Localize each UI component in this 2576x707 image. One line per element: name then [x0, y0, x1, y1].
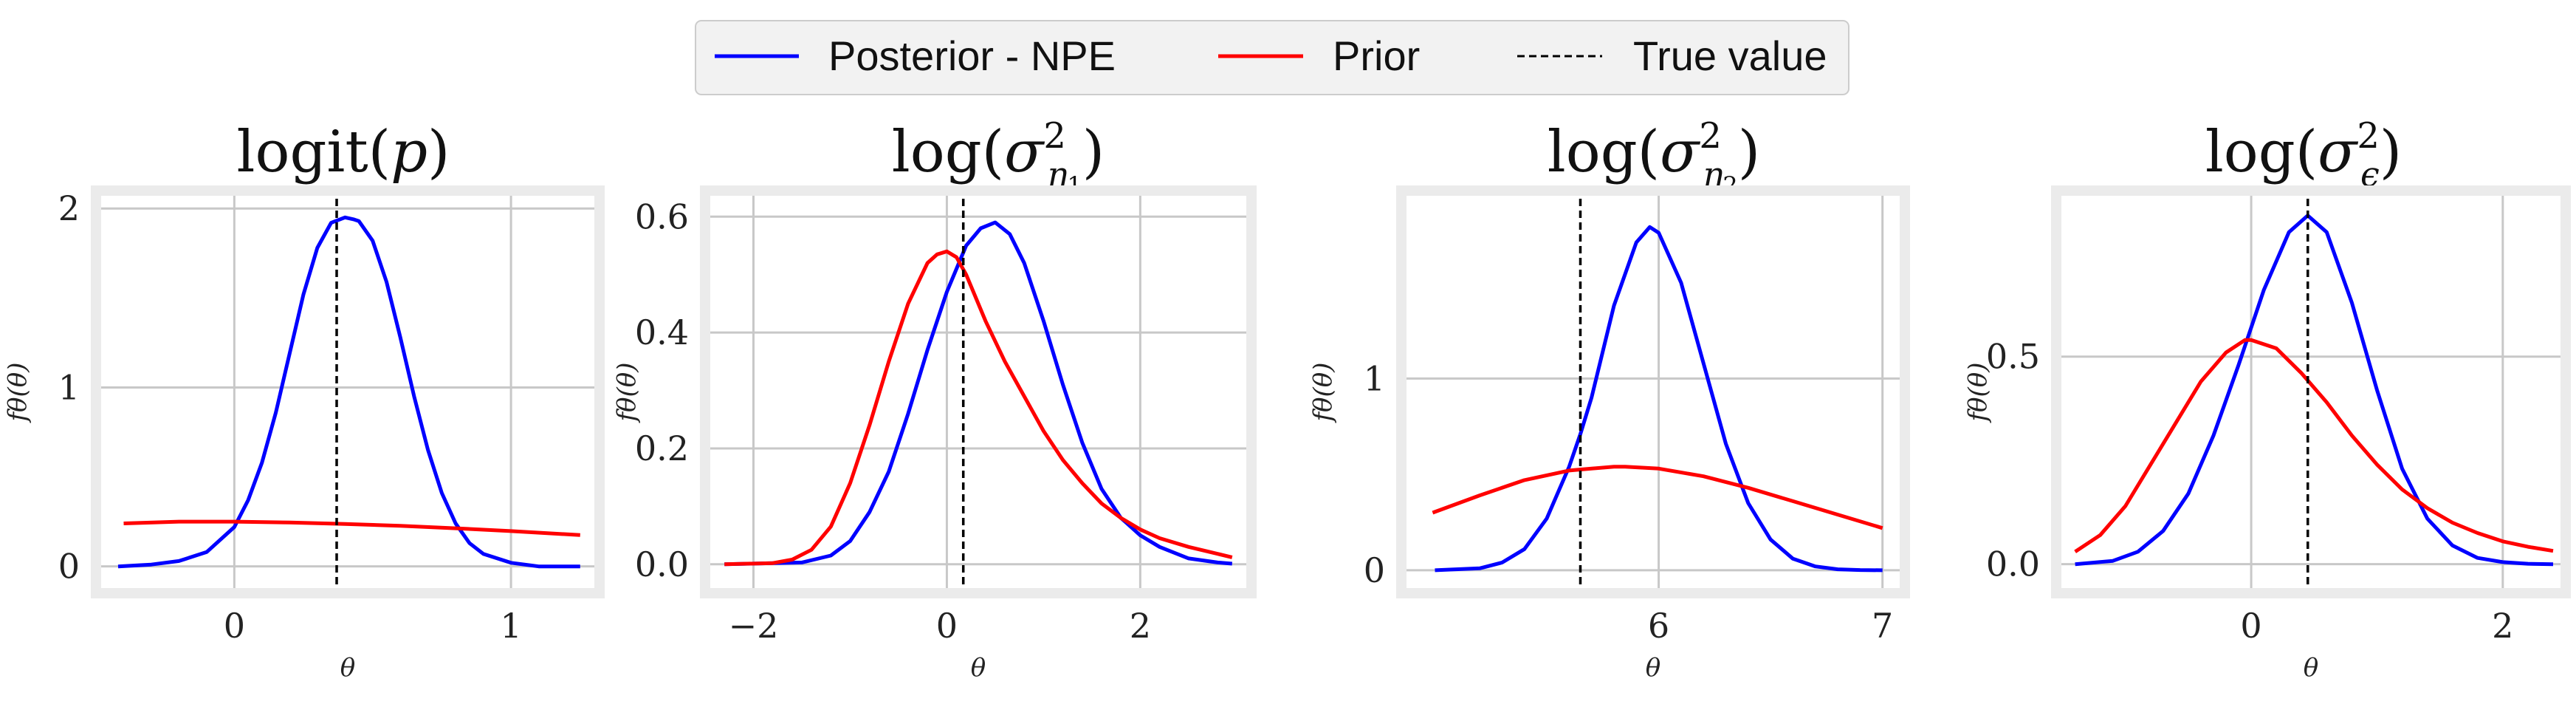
x-tick-label: 2: [1130, 606, 1151, 646]
series-line-posterior: [1435, 225, 1883, 573]
legend: Posterior - NPE Prior True value: [695, 20, 1849, 95]
panel-title: log(σ2 ϵ): [2205, 115, 2402, 194]
series-line-posterior: [724, 220, 1233, 567]
legend-label-true-value: True value: [1633, 33, 1827, 79]
y-axis-label: fθ(θ): [1308, 362, 1338, 423]
x-axis-label: θ: [340, 653, 355, 683]
plot-frame: [2051, 185, 2571, 598]
legend-label-posterior: Posterior - NPE: [828, 33, 1116, 79]
y-tick-label: 0.4: [635, 312, 689, 352]
legend-entry-posterior: Posterior - NPE: [715, 33, 1116, 79]
panel-log-sigma-epsilon: log(σ2 ϵ) 0 2 0.0 0.5 θ fθ(θ): [1963, 115, 2571, 683]
y-axis-label: fθ(θ): [3, 362, 32, 423]
panel-logit-p: logit(p) 0 1 0 1 2 θ fθ(θ): [3, 119, 605, 683]
y-tick-label: 0.6: [635, 197, 689, 236]
panel-title: logit(p): [237, 119, 450, 185]
series-line-prior: [1432, 465, 1883, 530]
y-tick-label: 0.2: [635, 428, 689, 468]
x-tick-label: 6: [1648, 606, 1669, 646]
x-tick-label: 7: [1872, 606, 1893, 646]
series-line-posterior: [2075, 214, 2554, 567]
x-tick-label: 0: [2240, 606, 2261, 646]
series-line-prior: [2074, 338, 2554, 553]
legend-label-prior: Prior: [1333, 33, 1420, 79]
plot-frame: [91, 185, 605, 598]
x-axis-label: θ: [1646, 653, 1660, 683]
y-tick-label: 1: [58, 367, 80, 407]
y-tick-label: 0: [58, 547, 80, 587]
y-axis-label: fθ(θ): [1963, 362, 1993, 423]
y-tick-label: 0: [1364, 550, 1385, 590]
series-line-prior: [724, 249, 1233, 567]
series-line-posterior: [117, 215, 580, 569]
x-tick-label: 0: [224, 606, 245, 646]
y-tick-label: 2: [58, 188, 80, 228]
legend-entry-prior: Prior: [1218, 33, 1420, 79]
legend-entry-true-value: True value: [1517, 33, 1827, 79]
plot-frame: [1396, 185, 1910, 598]
y-tick-label: 0.0: [635, 544, 689, 584]
y-tick-label: 0.0: [1986, 544, 2040, 584]
x-axis-label: θ: [971, 653, 986, 683]
x-tick-label: 2: [2492, 606, 2513, 646]
y-tick-label: 1: [1364, 358, 1385, 398]
plot-frame: [700, 185, 1257, 598]
x-tick-label: 0: [936, 606, 958, 646]
x-tick-label: 1: [500, 606, 521, 646]
y-axis-label: fθ(θ): [612, 362, 642, 423]
y-tick-label: 0.5: [1986, 337, 2040, 377]
x-tick-label: −2: [729, 606, 779, 646]
series-line-prior: [123, 519, 580, 537]
x-axis-label: θ: [2304, 653, 2318, 683]
